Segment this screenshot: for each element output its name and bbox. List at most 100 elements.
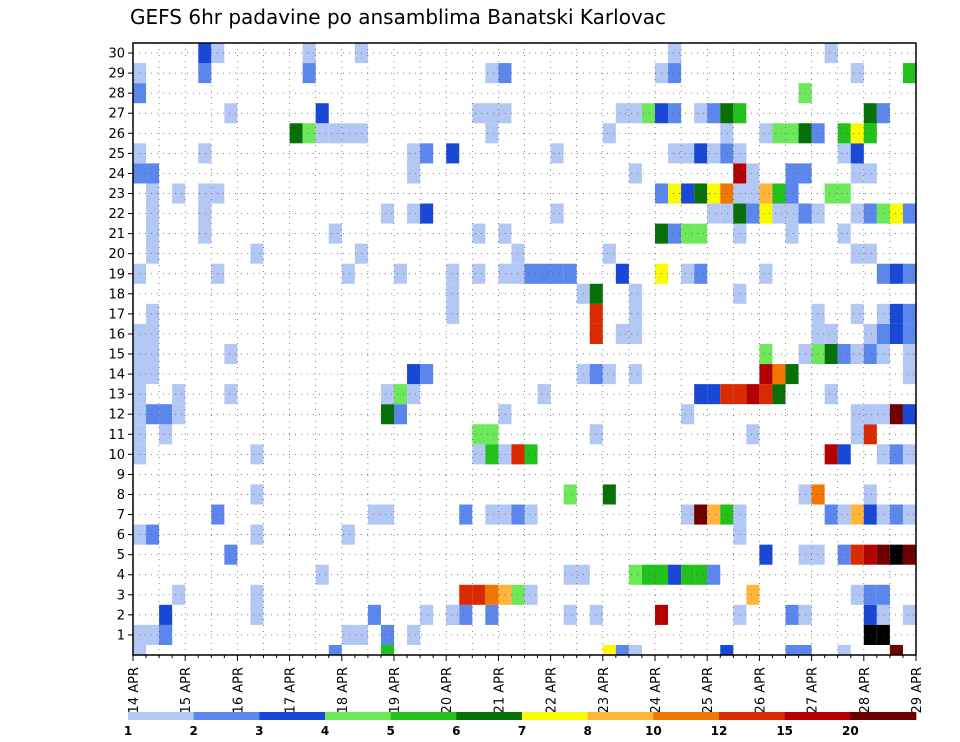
heatmap-cell [446,143,460,164]
heatmap-cell [850,143,864,164]
heatmap-cell [563,564,577,585]
heatmap-cell [759,183,773,204]
colorbar-label: 15 [776,724,793,738]
heatmap-cell [785,163,799,184]
heatmap-cell [407,163,421,184]
heatmap-cell [863,243,877,264]
x-tick-label: 16 APR [231,667,246,713]
heatmap-cell [811,343,825,365]
heatmap-cell [668,183,682,204]
heatmap-cell [720,123,734,144]
heatmap-cell [759,544,773,565]
heatmap-cell [681,564,695,585]
x-tick-label: 20 APR [440,667,455,713]
x-tick-label: 17 APR [284,667,299,713]
heatmap-cell [628,364,642,385]
heatmap-cell [668,223,682,244]
heatmap-cell [159,424,173,445]
x-tick-label: 22 APR [545,667,560,713]
heatmap-cell [850,203,864,224]
heatmap-cell [850,544,864,565]
heatmap-cell [498,404,512,425]
heatmap-cell [863,624,877,645]
heatmap-cell [902,444,916,465]
heatmap-cell [641,103,655,124]
y-tick-label: 12 [108,408,125,423]
heatmap-cell [172,384,186,405]
heatmap-cell [315,103,329,124]
heatmap-cell [746,203,760,224]
heatmap-cell [628,103,642,124]
y-tick-label: 25 [108,147,125,162]
colorbar-label: 1 [124,724,132,738]
heatmap-cell [772,123,786,144]
x-tick-label: 15 APR [179,667,194,713]
heatmap-cell [837,504,851,525]
heatmap-cell [746,384,760,405]
heatmap-cell [785,604,799,625]
heatmap-cell [498,504,512,525]
heatmap-cell [146,364,160,385]
heatmap-cell [472,584,486,605]
heatmap-cell [146,203,160,224]
heatmap-cell [250,524,264,545]
heatmap-cell [224,384,238,405]
heatmap-cell [485,103,499,124]
y-tick-label: 11 [108,428,125,443]
heatmap-cell [720,103,734,124]
heatmap-cell [224,103,238,124]
heatmap-cell [759,123,773,144]
heatmap-cell [863,163,877,184]
heatmap-cell [902,323,916,344]
heatmap-cell [681,143,695,164]
heatmap-cell [811,484,825,505]
heatmap-cell [159,604,173,625]
y-tick-label: 22 [108,207,125,222]
heatmap-cell [707,504,721,525]
heatmap-cell [315,123,329,144]
heatmap-cell [694,103,708,124]
x-tick-label: 25 APR [701,667,716,713]
heatmap-cell [668,43,682,64]
heatmap-cell [341,263,355,284]
heatmap-cell [615,263,629,284]
heatmap-cell [889,303,903,324]
heatmap-cell [902,343,916,365]
heatmap-cell [863,484,877,505]
heatmap-cell [720,203,734,224]
y-tick-label: 30 [108,47,125,62]
y-tick-label: 2 [117,608,125,623]
heatmap-cell [889,404,903,425]
heatmap-cell [146,624,160,645]
y-tick-label: 17 [108,307,125,322]
y-tick-label: 14 [108,368,125,383]
heatmap-cell [863,584,877,605]
heatmap-cell [889,504,903,525]
heatmap-cell [863,103,877,124]
heatmap-cell [668,63,682,84]
heatmap-cell [472,223,486,244]
colorbar-label: 8 [583,724,591,738]
y-tick-label: 16 [108,327,125,342]
heatmap-cell [550,143,564,164]
heatmap-cell [837,223,851,244]
heatmap-cell [694,183,708,204]
heatmap-cell [146,404,160,425]
grid-lines [133,43,916,655]
y-tick-label: 23 [108,187,125,202]
heatmap-cell [602,243,616,264]
heatmap-cell [902,263,916,284]
heatmap-cell [694,263,708,284]
colorbar-segment [325,712,391,720]
heatmap-cell [420,364,434,385]
heatmap-cell [694,143,708,164]
heatmap-cell [785,123,799,144]
heatmap-cell [707,103,721,124]
heatmap-cell [498,584,512,605]
heatmap-cell [837,644,851,655]
heatmap-cell [824,504,838,525]
heatmap-cell [811,203,825,224]
heatmap-cell [681,183,695,204]
y-tick-label: 15 [108,348,125,363]
